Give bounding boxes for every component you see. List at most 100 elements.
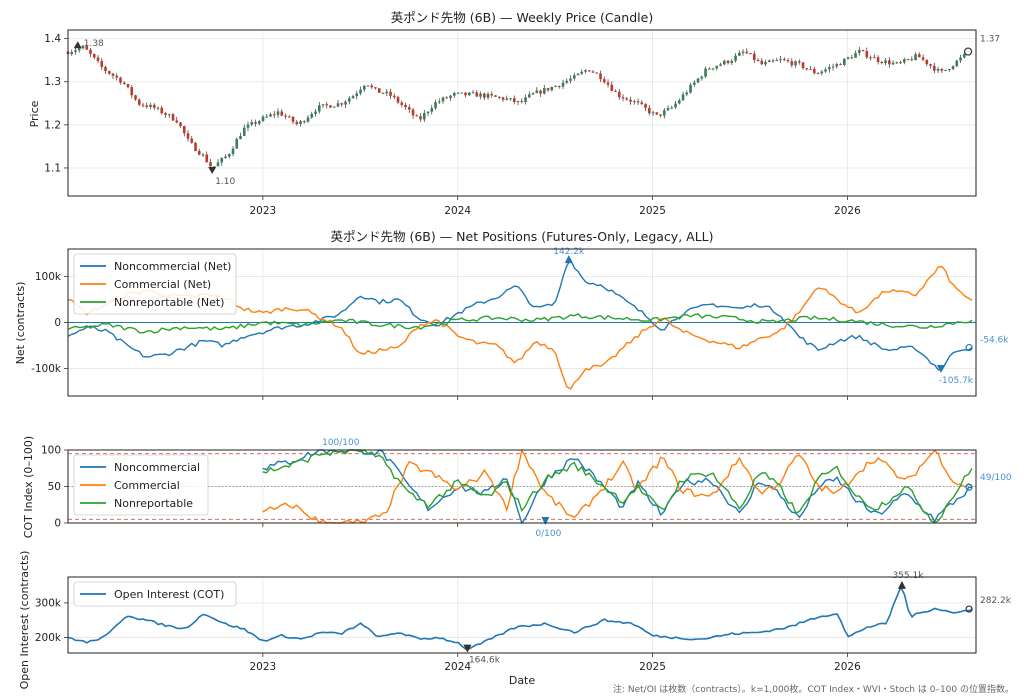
candle [464,92,467,98]
candle-body [430,108,434,112]
candle [111,72,115,80]
candle-body [948,69,951,71]
candle [741,49,745,56]
candle [636,98,640,105]
last-marker [965,483,973,491]
candle-body [437,101,441,103]
candle [632,99,636,105]
candle [617,89,621,100]
candle-body [325,104,329,106]
candle-body [850,57,854,59]
candle-body [873,57,876,59]
candle-body [224,156,227,158]
net-positions-panel: 英ポンド先物 (6B) — Net Positions (Futures-Onl… [14,229,1009,400]
candle [797,59,801,65]
candle [756,58,760,62]
candle-body [621,97,625,99]
candle-body [535,90,539,94]
candle [535,87,539,94]
candle-body [554,85,557,87]
candle [539,89,542,97]
candle-body [486,93,490,98]
candle [861,49,865,52]
candle [640,99,644,106]
candle [74,47,77,55]
candle-body [685,92,689,95]
candle [314,108,317,117]
candle [561,79,565,90]
candle-body [407,107,411,110]
candle [884,57,887,66]
legend-label: Open Interest (COT) [114,588,224,601]
candle-body [242,127,246,136]
candle-body [175,120,179,123]
candle-body [737,52,741,56]
candle [134,94,137,101]
candle [186,130,190,142]
candle-body [569,78,572,81]
candle [569,75,572,84]
y-tick-label: 300k [35,597,62,609]
series-line [67,313,973,334]
candle-body [666,107,670,111]
candle-body [880,61,884,64]
candle [880,60,884,65]
min-marker [463,644,472,653]
price-axes-frame [67,29,977,197]
candle [190,136,194,144]
candle [550,86,554,92]
candle-body [944,69,947,71]
candle-body [542,88,546,94]
candle-body [464,92,467,96]
candle [317,101,321,114]
candle-body [160,107,164,114]
candle [152,103,156,111]
candle-body [115,75,119,78]
candle-body [197,150,201,155]
candle-body [145,105,149,108]
candle-body [809,68,812,70]
candle [696,77,700,84]
candle [209,159,212,167]
candle [692,80,696,88]
candle-body [831,66,835,68]
candle [467,92,471,96]
candle-body [580,71,584,74]
candle-body [715,65,719,69]
candle-body [501,97,505,100]
candle-body [662,110,666,116]
low-label: 1.10 [215,177,235,187]
candle-body [903,59,906,63]
candle [299,119,302,127]
candle [779,55,782,64]
candle-body [888,60,891,65]
candle [580,69,584,76]
candle-body [400,102,404,105]
candle [546,88,550,92]
candle-body [692,82,696,85]
candle [197,148,201,156]
candle [850,54,854,59]
candle [81,44,85,50]
candle [711,68,715,71]
candle [674,100,677,110]
series-line [67,585,973,650]
candle [404,102,407,110]
candle-body [557,85,561,87]
candle [516,100,520,106]
candle-body [955,60,959,67]
candle [760,57,764,65]
candle-body [321,104,325,106]
candle-body [700,76,704,79]
candle-body [482,93,486,98]
candle [955,59,959,67]
candle-body [276,111,280,115]
candle-body [869,57,872,59]
candle-body [602,79,606,83]
candle-body [858,49,861,54]
candle-body [625,98,629,100]
candle-body [239,135,242,140]
x-tick-label: 2026 [834,661,861,673]
candle-body [891,62,895,65]
net-ylabel: Net (contracts) [14,282,27,365]
